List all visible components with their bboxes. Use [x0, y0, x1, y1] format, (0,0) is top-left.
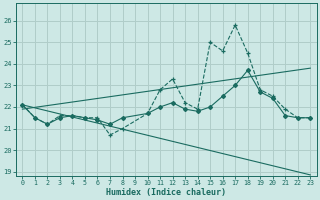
X-axis label: Humidex (Indice chaleur): Humidex (Indice chaleur) — [106, 188, 226, 197]
